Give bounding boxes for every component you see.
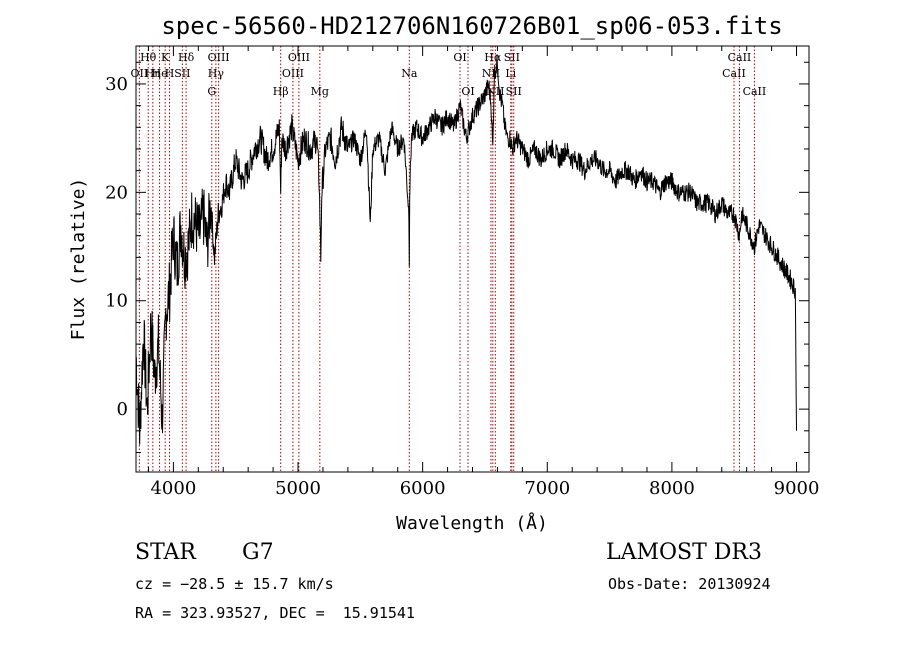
y-tick-label-0: 0 xyxy=(117,399,128,420)
line-marker-label-10: OIII xyxy=(208,51,230,64)
x-tick-label-3: 7000 xyxy=(524,478,570,499)
series-layer xyxy=(135,54,797,445)
survey-name: LAMOST DR3 xyxy=(606,540,762,565)
axis-layer: 4000 5000 6000 7000 8000 9000 0 10 20 30 xyxy=(105,46,819,499)
coordinates: RA = 323.93527, DEC = 15.91541 xyxy=(135,604,415,622)
observation-date: Obs-Date: 20130924 xyxy=(608,575,771,593)
line-marker-label-23: SII xyxy=(506,85,522,98)
line-marker-label-8: Hγ xyxy=(208,67,225,80)
line-marker-label-2: Hη xyxy=(145,67,161,80)
line-marker-label-6: SII xyxy=(174,67,190,80)
line-marker-label-22: SII xyxy=(504,51,520,64)
line-marker-label-4: K xyxy=(161,51,170,64)
line-marker-label-7: Hδ xyxy=(178,51,195,64)
line-marker-label-12: OIII xyxy=(282,67,304,80)
line-marker-label-3: He xyxy=(152,67,168,80)
x-tick-label-1: 5000 xyxy=(275,478,321,499)
line-marker-label-1: Hθ xyxy=(140,51,157,64)
x-tick-label-4: 8000 xyxy=(649,478,695,499)
y-axis-label: Flux (relative) xyxy=(68,178,89,341)
line-marker-label-5: H xyxy=(165,67,175,80)
line-marker-label-11: Hβ xyxy=(273,85,289,98)
line-marker-label-25: CaII xyxy=(728,51,752,64)
y-tick-label-2: 20 xyxy=(105,182,128,203)
line-marker-label-16: OI xyxy=(453,51,466,64)
y-tick-label-1: 10 xyxy=(105,291,128,312)
line-marker-label-21: Li xyxy=(505,67,516,80)
redshift-cz: cz = −28.5 ± 15.7 km/s xyxy=(135,575,334,593)
x-tick-label-5: 9000 xyxy=(774,478,820,499)
line-marker-label-13: OIII xyxy=(288,51,310,64)
line-marker-label-15: Na xyxy=(401,67,418,80)
y-tick-label-3: 30 xyxy=(105,74,128,95)
object-subclass: G7 xyxy=(242,540,274,565)
line-marker-label-17: OI xyxy=(461,85,474,98)
x-tick-label-2: 6000 xyxy=(400,478,446,499)
chart-title: spec-56560-HD212706N160726B01_sp06-053.f… xyxy=(161,12,782,40)
line-marker-label-19: Hα xyxy=(484,51,502,64)
line-marker-label-26: CaII xyxy=(743,85,767,98)
line-marker-label-9: G xyxy=(207,85,216,98)
x-axis-label: Wavelength (Å) xyxy=(396,512,548,534)
line-marker-label-0: OII xyxy=(131,67,149,80)
line-marker-label-14: Mg xyxy=(311,85,329,98)
object-class: STAR xyxy=(135,540,196,565)
line-marker-label-24: CaII xyxy=(722,67,746,80)
flux-series-line xyxy=(135,54,797,445)
x-tick-label-0: 4000 xyxy=(150,478,196,499)
